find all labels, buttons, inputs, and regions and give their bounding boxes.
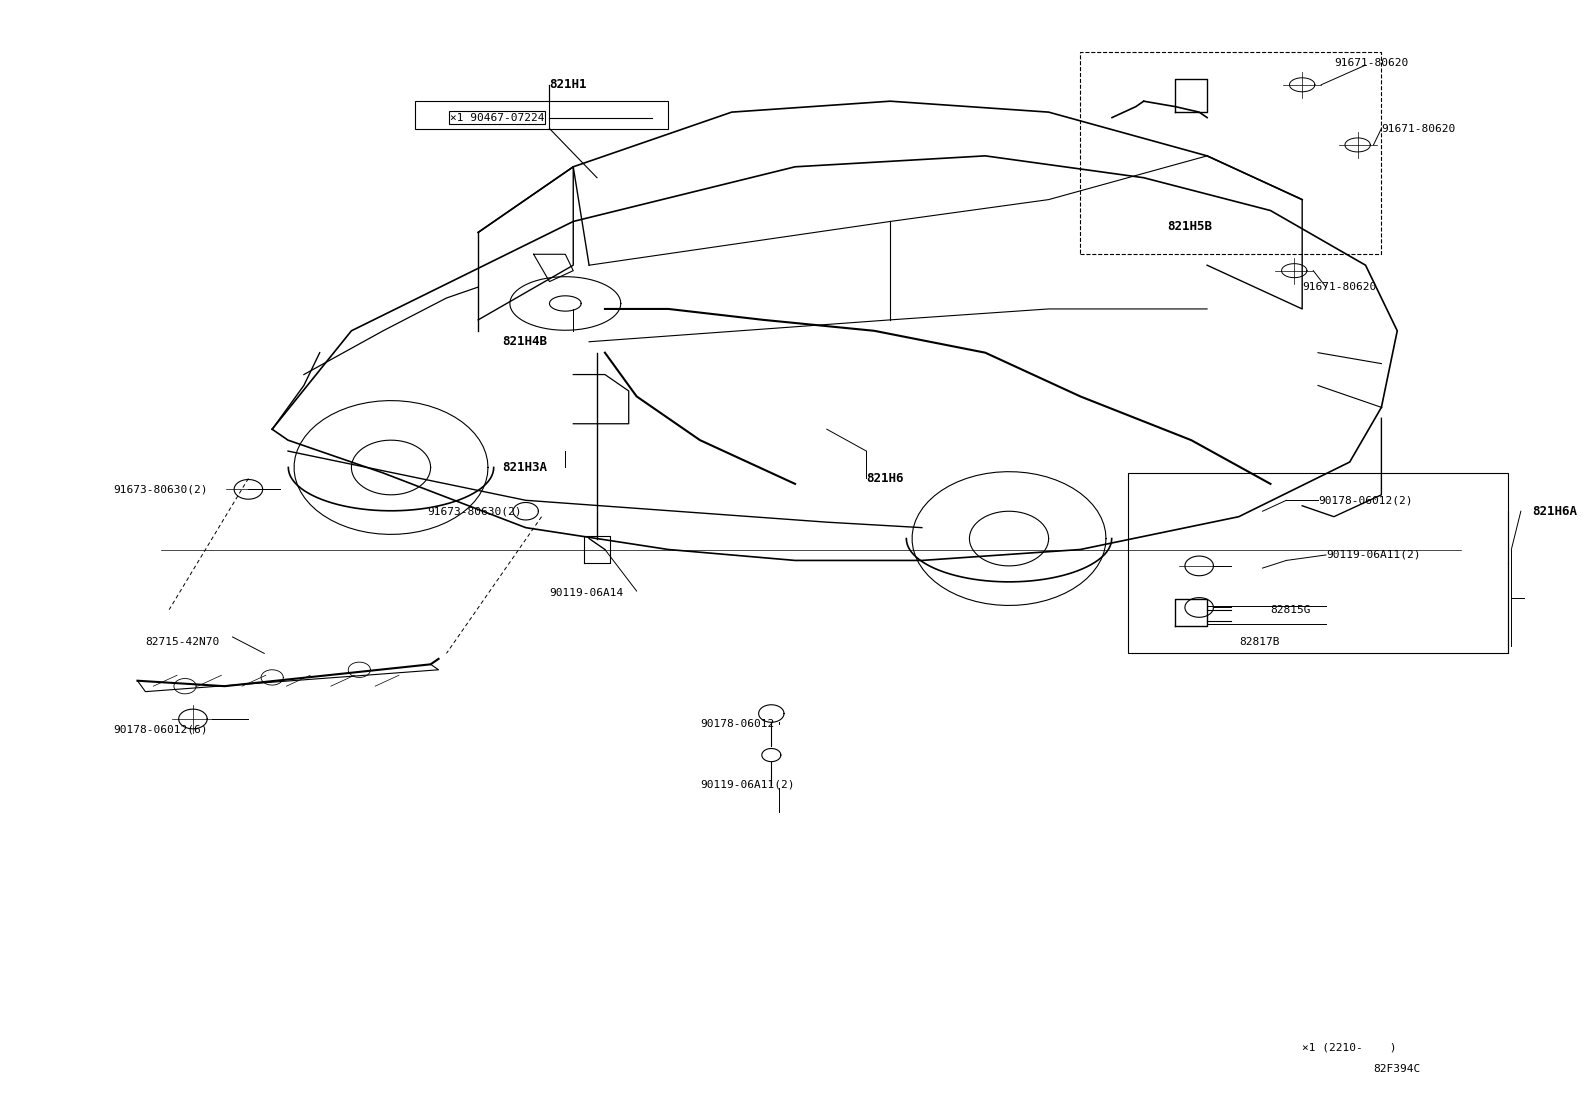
Text: 90119-06A11(2): 90119-06A11(2) (1326, 550, 1420, 560)
Text: 91673-80630(2): 91673-80630(2) (428, 507, 522, 517)
Bar (1127, 473, 1508, 654)
Text: 91673-80630(2): 91673-80630(2) (113, 485, 209, 495)
Text: 821H3A: 821H3A (501, 460, 548, 474)
Text: 821H5B: 821H5B (1167, 221, 1213, 233)
Text: ×1 90467-07224: ×1 90467-07224 (449, 112, 544, 123)
Text: 90119-06A14: 90119-06A14 (549, 588, 624, 598)
Text: 91671-80620: 91671-80620 (1302, 282, 1377, 292)
Text: 90178-06012(2): 90178-06012(2) (1318, 496, 1412, 506)
Text: 90119-06A11(2): 90119-06A11(2) (700, 779, 794, 789)
Text: 82815G: 82815G (1270, 604, 1310, 614)
Text: 821H6: 821H6 (866, 471, 904, 485)
Bar (1081, 52, 1382, 254)
Text: 821H1: 821H1 (549, 78, 587, 91)
Text: 90178-06012: 90178-06012 (700, 720, 774, 730)
Bar (416, 101, 669, 129)
Text: 82715-42N70: 82715-42N70 (145, 637, 220, 647)
Text: 82F394C: 82F394C (1374, 1064, 1420, 1074)
Text: 91671-80620: 91671-80620 (1334, 58, 1407, 68)
Text: 90178-06012(6): 90178-06012(6) (113, 725, 209, 735)
Text: ×1 (2210-    ): ×1 (2210- ) (1302, 1042, 1396, 1052)
Text: 82817B: 82817B (1239, 637, 1280, 647)
Text: 91671-80620: 91671-80620 (1382, 123, 1455, 133)
Text: 821H6A: 821H6A (1532, 504, 1578, 518)
Text: 821H4B: 821H4B (501, 335, 548, 348)
